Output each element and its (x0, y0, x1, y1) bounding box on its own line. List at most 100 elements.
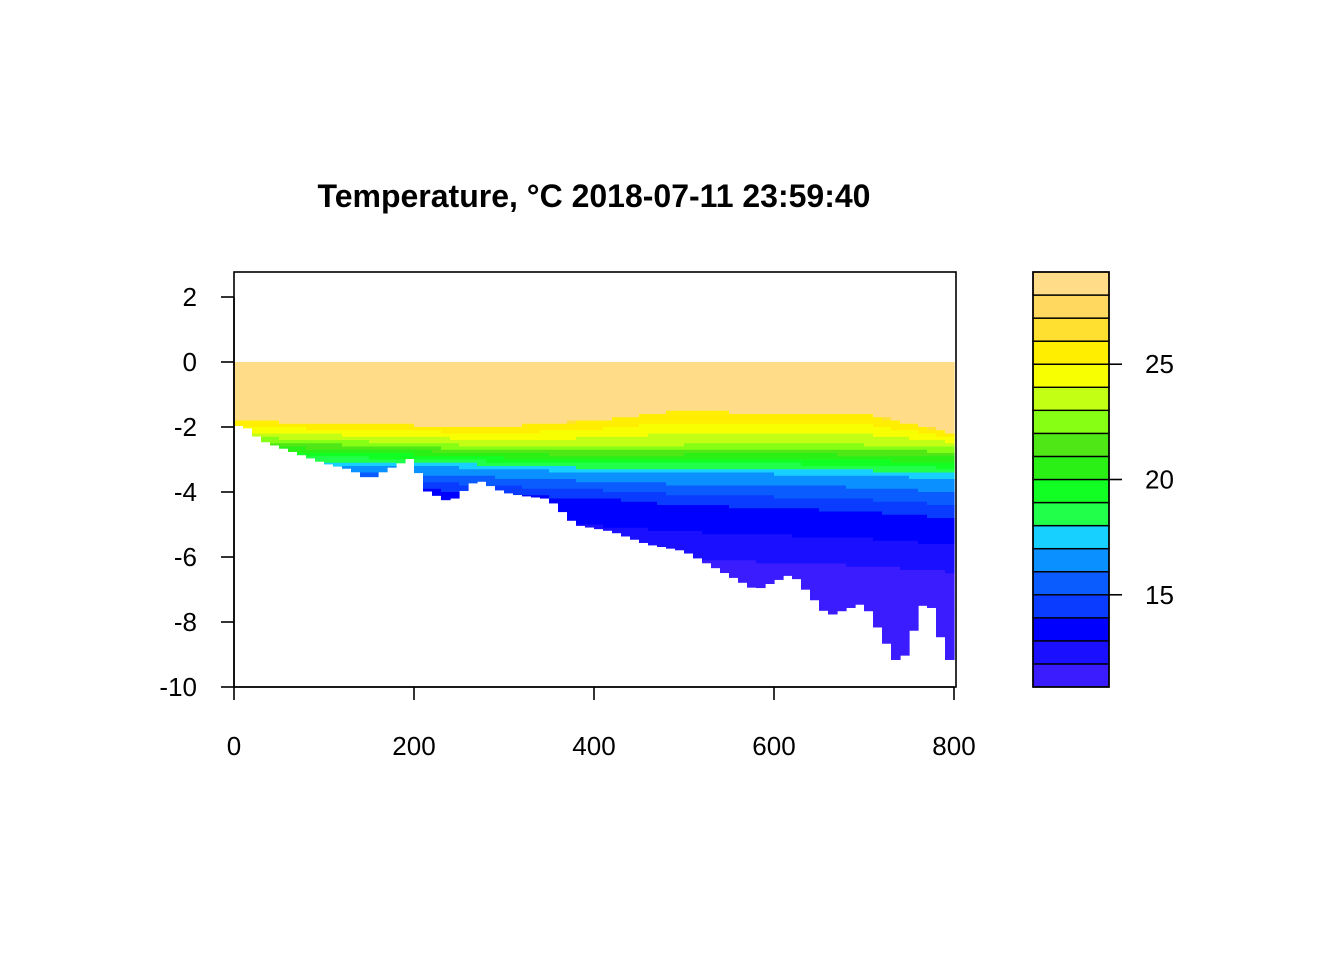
temperature-cell (747, 362, 757, 366)
temperature-cell (522, 462, 532, 467)
temperature-cell (729, 540, 739, 545)
temperature-cell (684, 514, 694, 519)
temperature-cell (684, 388, 694, 392)
temperature-cell (567, 423, 577, 428)
temperature-cell (306, 362, 316, 366)
temperature-cell (783, 505, 793, 509)
temperature-cell (585, 501, 595, 506)
temperature-cell (576, 492, 586, 496)
temperature-cell (873, 518, 883, 522)
temperature-cell (855, 501, 865, 506)
temperature-cell (927, 362, 937, 366)
temperature-cell (909, 456, 919, 461)
temperature-cell (486, 430, 496, 435)
temperature-cell (567, 391, 577, 396)
temperature-cell (477, 479, 487, 482)
temperature-cell (747, 531, 757, 535)
temperature-cell (522, 482, 532, 487)
temperature-cell (270, 391, 280, 396)
y-tick-label: 0 (183, 347, 197, 377)
temperature-cell (441, 482, 451, 487)
temperature-cell (234, 391, 244, 396)
temperature-cell (855, 381, 865, 386)
temperature-cell (864, 365, 874, 370)
temperature-cell (855, 521, 865, 526)
temperature-cell (558, 469, 568, 474)
temperature-cell (828, 524, 838, 529)
temperature-cell (684, 544, 694, 548)
temperature-cell (630, 394, 640, 399)
temperature-cell (720, 384, 730, 389)
temperature-cell (450, 453, 460, 457)
temperature-cell (342, 410, 352, 415)
temperature-cell (891, 388, 901, 392)
temperature-cell (846, 592, 856, 597)
temperature-cell (792, 527, 802, 532)
temperature-cell (567, 427, 577, 431)
temperature-cell (846, 381, 856, 386)
temperature-cell (900, 654, 910, 656)
temperature-cell (747, 446, 757, 451)
temperature-cell (846, 485, 856, 490)
temperature-cell (396, 368, 406, 373)
temperature-cell (702, 362, 712, 366)
temperature-cell (711, 378, 721, 383)
temperature-cell (900, 404, 910, 409)
temperature-cell (684, 475, 694, 480)
temperature-cell (846, 570, 856, 574)
temperature-cell (846, 544, 856, 548)
temperature-cell (693, 537, 703, 542)
temperature-cell (774, 485, 784, 490)
temperature-cell (765, 537, 775, 542)
temperature-cell (576, 384, 586, 389)
temperature-cell (666, 527, 676, 532)
temperature-cell (576, 378, 586, 383)
temperature-cell (612, 527, 622, 532)
temperature-cell (477, 378, 487, 383)
temperature-cell (774, 407, 784, 412)
temperature-cell (549, 388, 559, 392)
temperature-cell (252, 365, 262, 370)
temperature-cell (540, 388, 550, 392)
temperature-cell (765, 505, 775, 509)
temperature-cell (738, 462, 748, 467)
temperature-cell (657, 501, 667, 506)
temperature-cell (864, 423, 874, 428)
temperature-cell (423, 391, 433, 396)
temperature-cell (756, 560, 766, 565)
temperature-cell (720, 479, 730, 483)
temperature-cell (468, 436, 478, 441)
temperature-cell (711, 566, 721, 569)
temperature-cell (657, 495, 667, 500)
temperature-cell (927, 427, 937, 431)
y-tick-label: -4 (174, 477, 197, 507)
temperature-cell (261, 404, 271, 409)
temperature-cell (315, 401, 325, 405)
temperature-cell (585, 417, 595, 422)
colorbar-tick-label: 20 (1145, 465, 1174, 495)
temperature-cell (855, 443, 865, 448)
temperature-cell (684, 371, 694, 376)
temperature-cell (720, 391, 730, 396)
temperature-cell (873, 482, 883, 487)
temperature-cell (495, 479, 505, 483)
temperature-cell (306, 446, 316, 451)
temperature-cell (675, 404, 685, 409)
temperature-cell (909, 605, 919, 610)
temperature-cell (387, 368, 397, 373)
temperature-cell (693, 469, 703, 474)
temperature-cell (819, 365, 829, 370)
temperature-cell (459, 446, 469, 451)
temperature-cell (810, 397, 820, 402)
temperature-cell (927, 440, 937, 444)
temperature-cell (657, 417, 667, 422)
temperature-cell (603, 466, 613, 470)
temperature-cell (621, 433, 631, 438)
temperature-cell (612, 459, 622, 464)
temperature-cell (927, 573, 937, 578)
temperature-cell (846, 417, 856, 422)
temperature-cell (801, 414, 811, 418)
temperature-cell (270, 407, 280, 412)
temperature-cell (855, 420, 865, 425)
temperature-cell (441, 371, 451, 376)
